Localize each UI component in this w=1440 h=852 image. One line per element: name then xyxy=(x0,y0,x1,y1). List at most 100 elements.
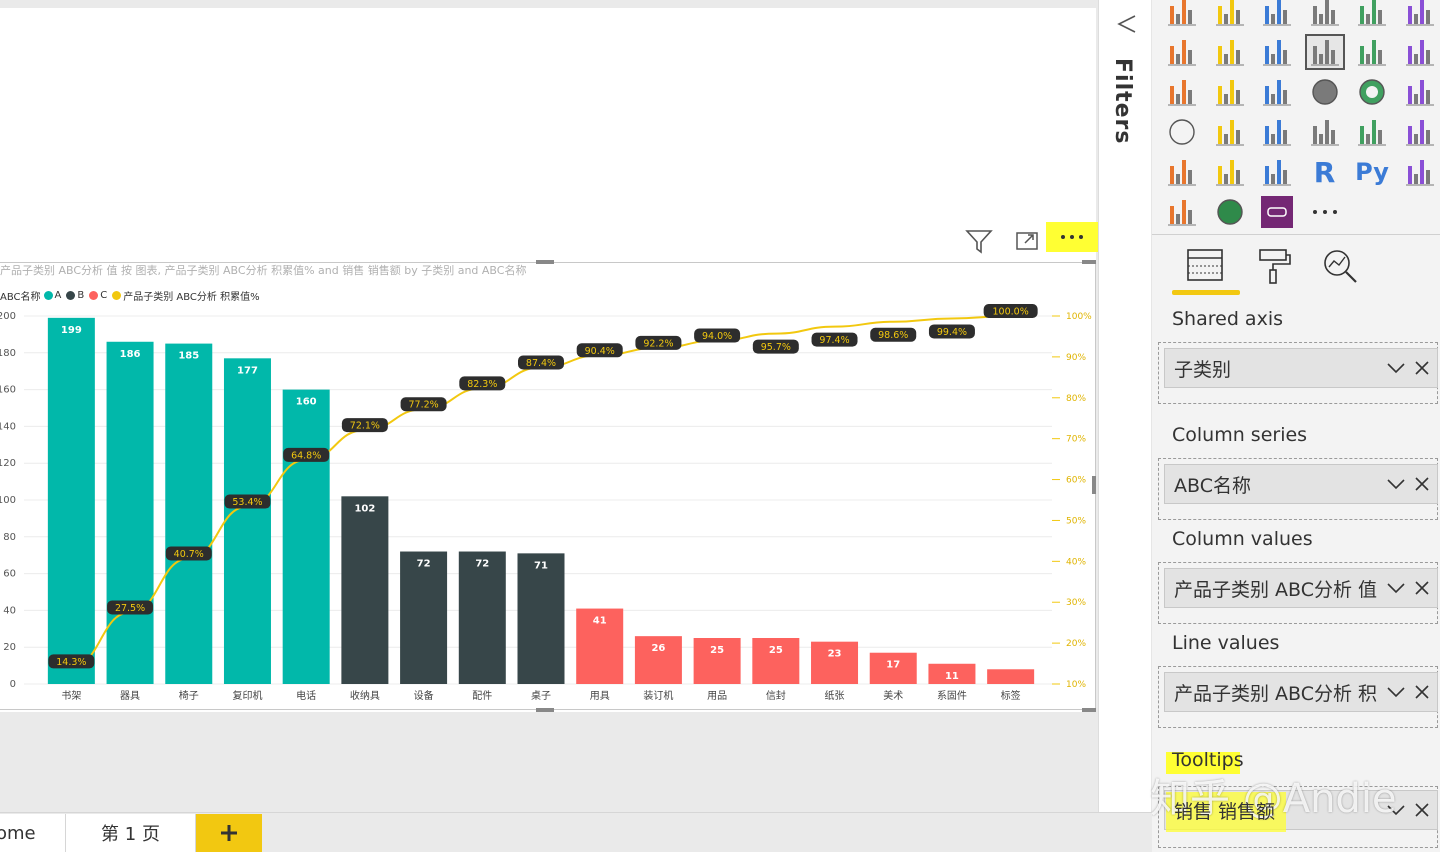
slicer-icon[interactable] xyxy=(1162,154,1202,190)
key-influencers-icon[interactable] xyxy=(1400,154,1440,190)
qa-icon[interactable] xyxy=(1162,194,1202,230)
table-icon[interactable] xyxy=(1210,154,1250,190)
analytics-tab-icon[interactable] xyxy=(1320,246,1360,290)
map-icon[interactable] xyxy=(1162,114,1202,150)
well-field-line-values[interactable]: 产品子类别 ABC分析 积 xyxy=(1164,672,1438,712)
close-icon[interactable] xyxy=(1411,799,1433,821)
bar-data-label: 177 xyxy=(237,365,258,376)
tab-home[interactable]: ome xyxy=(0,814,66,852)
well-label-shared-axis: Shared axis xyxy=(1172,308,1283,330)
close-icon[interactable] xyxy=(1411,357,1433,379)
resize-handle-bottom[interactable] xyxy=(536,708,554,712)
line-data-label: 90.4% xyxy=(585,346,615,357)
clustered-bar-icon[interactable] xyxy=(1257,0,1297,30)
gauge-icon[interactable] xyxy=(1257,114,1297,150)
line-data-label-bg xyxy=(165,546,212,561)
line-clustered-column-icon[interactable] xyxy=(1352,34,1392,70)
resize-handle-right[interactable] xyxy=(1092,476,1096,494)
highlight-marker xyxy=(1166,792,1286,832)
well-field-column-series[interactable]: ABC名称 xyxy=(1164,464,1438,504)
line-data-label: 97.4% xyxy=(819,335,849,346)
well-field-shared-axis[interactable]: 子类别 xyxy=(1164,348,1438,388)
line-chart-icon[interactable] xyxy=(1162,34,1202,70)
legend-item-c[interactable]: C xyxy=(89,290,107,301)
stacked-column-icon[interactable] xyxy=(1210,0,1250,30)
tab-page-1[interactable]: 第 1 页 xyxy=(66,814,196,852)
multi-row-card-icon[interactable] xyxy=(1352,114,1392,150)
y-axis-tick-label: 180 xyxy=(0,348,16,359)
y-axis-tick-label: 60 xyxy=(3,569,16,580)
donut-icon[interactable] xyxy=(1352,74,1392,110)
line-data-label: 14.3% xyxy=(56,657,86,668)
chevron-down-icon[interactable] xyxy=(1385,473,1407,495)
legend-item-line[interactable]: 产品子类别 ABC分析 积累值% xyxy=(112,288,260,303)
close-icon[interactable] xyxy=(1411,577,1433,599)
funnel-icon[interactable] xyxy=(1210,74,1250,110)
bar xyxy=(987,669,1035,684)
treemap-icon[interactable] xyxy=(1400,74,1440,110)
line-column-icon[interactable] xyxy=(1304,34,1345,70)
fields-tab-icon[interactable] xyxy=(1184,246,1226,288)
format-tab-icon[interactable] xyxy=(1254,246,1294,290)
100-stacked-bar-icon[interactable] xyxy=(1352,0,1392,30)
kpi-icon[interactable] xyxy=(1400,114,1440,150)
pane-separator xyxy=(1152,234,1440,235)
card-icon[interactable] xyxy=(1305,114,1345,150)
ribbon-chart-icon[interactable] xyxy=(1400,34,1440,70)
well-field-column-values[interactable]: 产品子类别 ABC分析 值 xyxy=(1164,568,1438,608)
resize-handle-corner[interactable] xyxy=(1082,260,1096,264)
stacked-area-icon[interactable] xyxy=(1257,34,1297,70)
line-data-label-bg xyxy=(928,324,975,339)
add-page-button[interactable] xyxy=(196,814,262,852)
clustered-column-icon[interactable] xyxy=(1305,0,1345,30)
collapse-filters-icon[interactable] xyxy=(1115,12,1139,40)
filter-icon[interactable] xyxy=(962,224,996,258)
resize-handle-top[interactable] xyxy=(536,260,554,264)
arcgis-icon[interactable] xyxy=(1210,194,1250,230)
waterfall-icon[interactable] xyxy=(1162,74,1202,110)
legend-item-b[interactable]: B xyxy=(66,290,84,301)
resize-handle-corner-bottom[interactable] xyxy=(1082,708,1096,712)
bar-data-label: 102 xyxy=(354,503,375,514)
x-axis-category-label: 纸张 xyxy=(825,689,845,702)
bar xyxy=(458,551,506,684)
pie-icon[interactable] xyxy=(1305,74,1345,110)
close-icon[interactable] xyxy=(1411,473,1433,495)
line-data-label-bg xyxy=(400,397,447,412)
more-visuals-icon[interactable] xyxy=(1305,194,1345,230)
bar xyxy=(928,663,976,684)
custom-visual-icon[interactable] xyxy=(1257,194,1297,230)
x-axis-category-label: 收纳具 xyxy=(350,689,380,702)
chevron-down-icon[interactable] xyxy=(1385,681,1407,703)
bar xyxy=(341,496,389,684)
x-axis-category-label: 椅子 xyxy=(179,689,199,702)
well-field-tooltips[interactable]: 销售 销售额 xyxy=(1164,790,1438,830)
bar-data-label: 199 xyxy=(61,325,82,336)
filters-pane[interactable] xyxy=(1098,0,1152,852)
bar xyxy=(869,652,917,684)
matrix-icon[interactable] xyxy=(1257,154,1297,190)
filled-map-icon[interactable] xyxy=(1210,114,1250,150)
chevron-down-icon[interactable] xyxy=(1385,577,1407,599)
chevron-down-icon[interactable] xyxy=(1385,799,1407,821)
python-visual-icon[interactable]: Py xyxy=(1355,158,1389,186)
bar xyxy=(576,608,624,684)
area-chart-icon[interactable] xyxy=(1210,34,1250,70)
y2-axis-tick-label: 70% xyxy=(1066,435,1086,445)
bar-data-label: 185 xyxy=(178,351,199,362)
close-icon[interactable] xyxy=(1411,681,1433,703)
line-data-label: 92.2% xyxy=(643,338,673,349)
legend-item-a[interactable]: A xyxy=(43,290,61,301)
r-visual-icon[interactable]: R xyxy=(1313,155,1336,189)
more-options-icon[interactable] xyxy=(1046,222,1098,252)
canvas-bottom-area xyxy=(0,712,1098,812)
bar xyxy=(517,553,565,684)
scatter-icon[interactable] xyxy=(1257,74,1297,110)
line-data-label: 53.4% xyxy=(232,497,262,508)
y2-axis-tick-label: 100% xyxy=(1066,312,1092,322)
focus-mode-icon[interactable] xyxy=(1010,224,1044,258)
chevron-down-icon[interactable] xyxy=(1385,357,1407,379)
y2-axis-tick-label: 50% xyxy=(1066,516,1086,526)
stacked-bar-icon[interactable] xyxy=(1162,0,1202,30)
100-stacked-column-icon[interactable] xyxy=(1400,0,1440,30)
